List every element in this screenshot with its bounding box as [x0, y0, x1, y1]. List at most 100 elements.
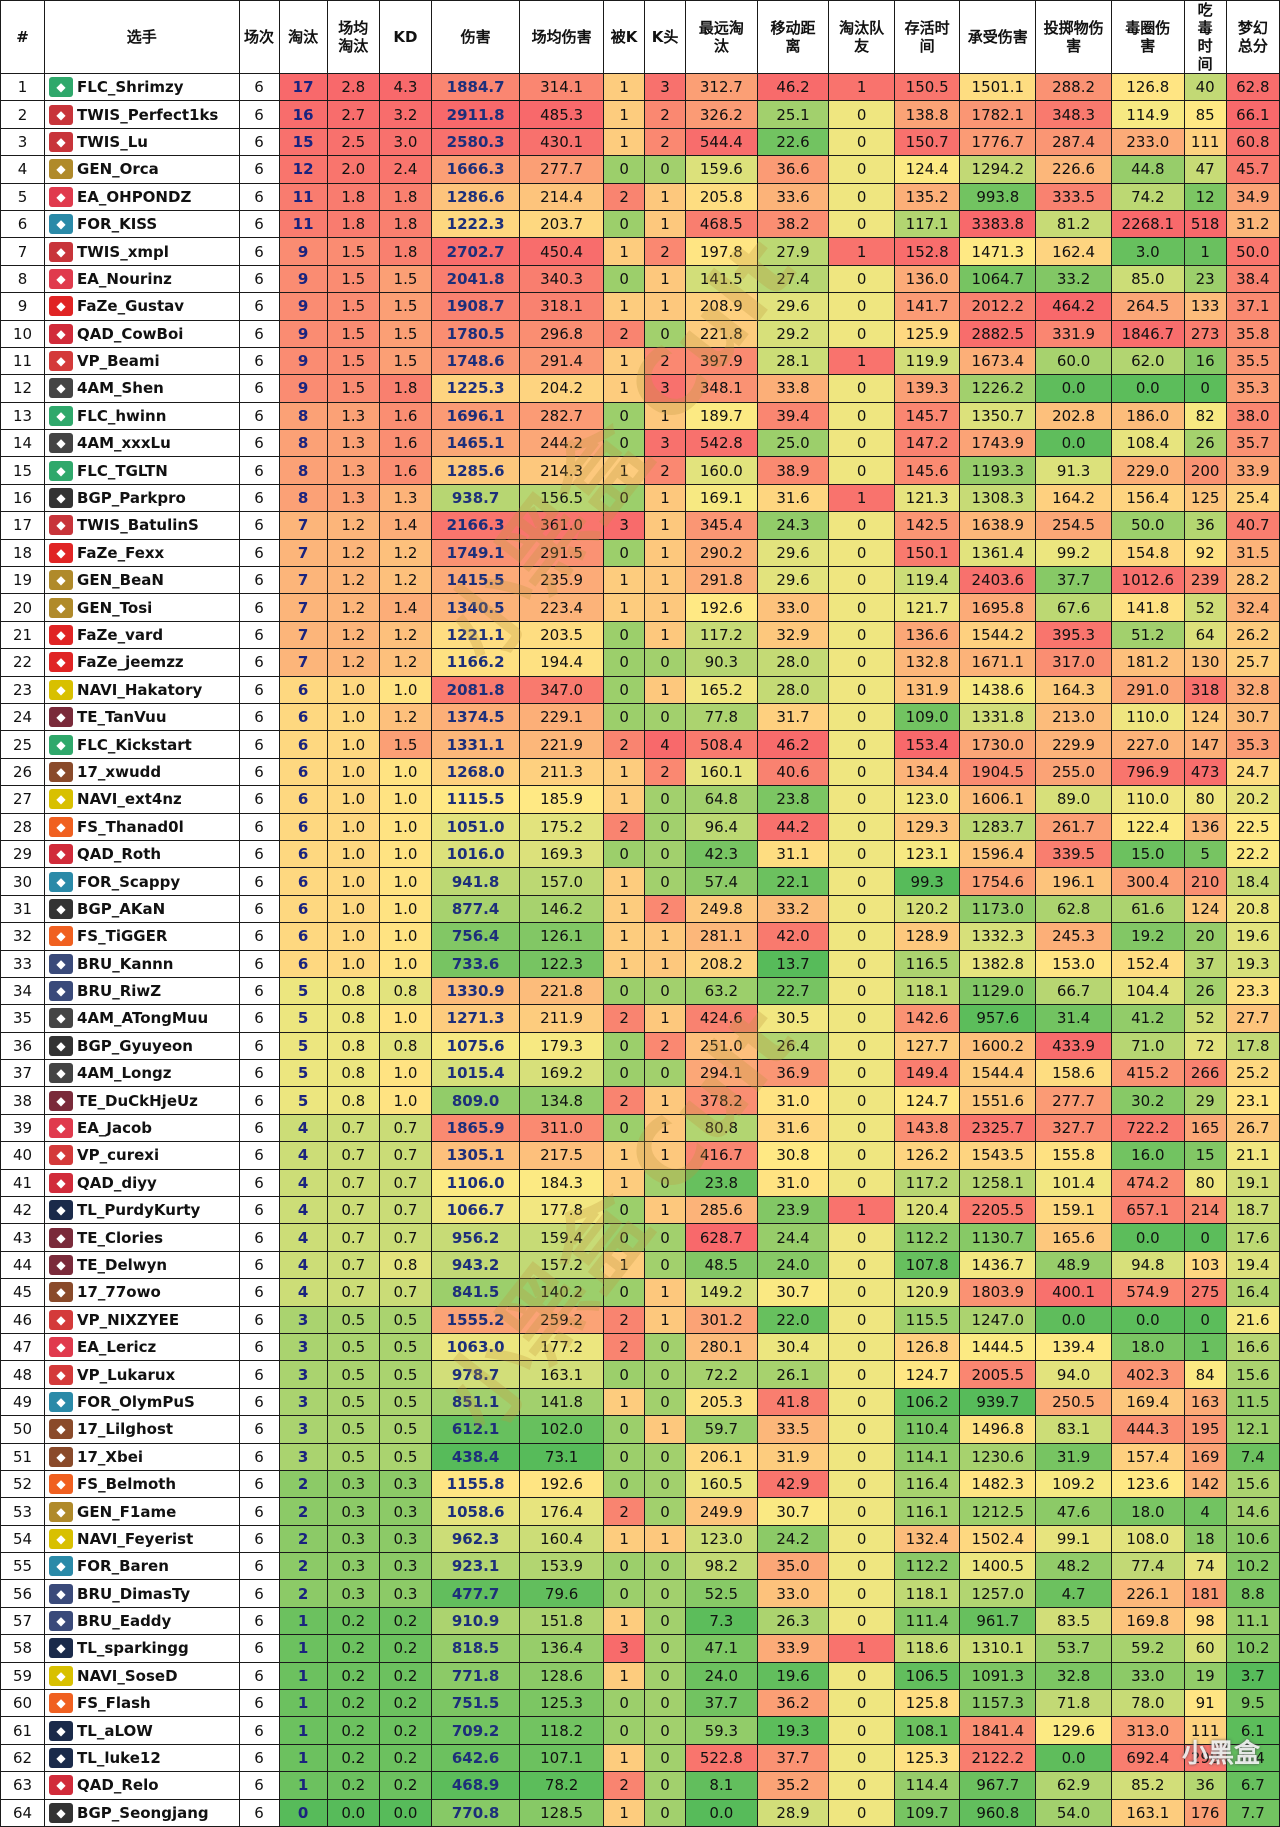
table-row[interactable]: 1 ◆ FLC_Shrimzy 6 17 2.8 4.3 1884.7 314.1 1 3 312.7…	[0, 72, 1280, 102]
column-header[interactable]: 选手	[44, 0, 240, 74]
column-header[interactable]: 淘汰队友	[828, 0, 895, 74]
table-row[interactable]: 61 ◆ TL_aLOW 6 1 0.2 0.2 709.2 118.2 0 0 59.3 19.3 0 1…	[0, 1716, 1280, 1745]
table-row[interactable]: 37 ◆ 4AM_Longz 6 5 0.8 1.0 1015.4 169.2 0 0 294.1 36…	[0, 1059, 1280, 1088]
column-header[interactable]: 存活时间	[893, 0, 961, 74]
table-row[interactable]: 36 ◆ BGP_Gyuyeon 6 5 0.8 0.8 1075.6 179.3 0 2 251.0…	[0, 1031, 1280, 1061]
table-row[interactable]: 49 ◆ FOR_OlymPuS 6 3 0.5 0.5 851.1 141.8 1 0 205.3 4…	[0, 1387, 1280, 1417]
stat-cell-10: 281.1	[685, 922, 758, 951]
table-row[interactable]: 28 ◆ FS_Thanad0l 6 6 1.0 1.0 1051.0 175.2 2 0 96.4 4…	[0, 812, 1280, 841]
team-logo-icon: ◆	[49, 131, 74, 152]
table-row[interactable]: 56 ◆ BRU_DimasTy 6 2 0.3 0.3 477.7 79.6 0 0 52.5 33.…	[0, 1579, 1280, 1608]
table-row[interactable]: 51 ◆ 17_Xbei 6 3 0.5 0.5 438.4 73.1 0 0 206.1 31.9 0 1…	[0, 1442, 1280, 1471]
column-header[interactable]: 被K	[603, 0, 646, 74]
table-row[interactable]: 32 ◆ FS_TiGGER 6 6 1.0 1.0 756.4 126.1 1 1 281.1 42.…	[0, 922, 1280, 951]
stat-cell-16: 154.8	[1110, 538, 1185, 568]
table-row[interactable]: 4 ◆ GEN_Orca 6 12 2.0 2.4 1666.3 277.7 0 0 159.6 36.…	[0, 155, 1280, 184]
table-row[interactable]: 44 ◆ TE_Delwyn 6 4 0.7 0.8 943.2 157.2 1 0 48.5 24.0…	[0, 1250, 1280, 1280]
table-row[interactable]: 20 ◆ GEN_Tosi 6 7 1.2 1.4 1340.5 223.4 1 1 192.6 33.…	[0, 593, 1280, 622]
table-row[interactable]: 19 ◆ GEN_BeaN 6 7 1.2 1.2 1415.5 235.9 1 1 291.8 29.…	[0, 566, 1280, 595]
stat-cell-9: 0	[644, 1497, 687, 1526]
stat-cell-17: 103	[1183, 1250, 1227, 1280]
table-row[interactable]: 40 ◆ VP_curexi 6 4 0.7 0.7 1305.1 217.5 1 1 416.7 30…	[0, 1141, 1280, 1170]
table-row[interactable]: 48 ◆ VP_Lukarux 6 3 0.5 0.5 978.7 163.1 0 0 72.2 26.…	[0, 1360, 1280, 1389]
table-row[interactable]: 11 ◆ VP_Beami 6 9 1.5 1.5 1748.6 291.4 1 2 397.9 28.…	[0, 346, 1280, 376]
table-row[interactable]: 41 ◆ QAD_diyy 6 4 0.7 0.7 1106.0 184.3 1 0 23.8 31.0…	[0, 1168, 1280, 1198]
stat-cell-15: 317.0	[1035, 648, 1112, 677]
stat-cell-8: 0	[603, 1579, 646, 1608]
table-row[interactable]: 58 ◆ TL_sparkingg 6 1 0.2 0.2 818.5 136.4 3 0 47.1 3…	[0, 1634, 1280, 1663]
table-row[interactable]: 57 ◆ BRU_Eaddy 6 1 0.2 0.2 910.9 151.8 1 0 7.3 26.3 0…	[0, 1606, 1280, 1636]
table-row[interactable]: 8 ◆ EA_Nourinz 6 9 1.5 1.5 2041.8 340.3 0 1 141.5 27…	[0, 264, 1280, 294]
table-row[interactable]: 16 ◆ BGP_Parkpro 6 8 1.3 1.3 938.7 156.5 0 1 169.1 3…	[0, 483, 1280, 513]
stat-cell-18: 37.1	[1225, 292, 1280, 321]
column-header[interactable]: 投掷物伤害	[1035, 0, 1112, 74]
column-header[interactable]: 梦幻总分	[1225, 0, 1280, 74]
table-row[interactable]: 29 ◆ QAD_Roth 6 6 1.0 1.0 1016.0 169.3 0 0 42.3 31.1…	[0, 839, 1280, 869]
table-row[interactable]: 52 ◆ FS_Belmoth 6 2 0.3 0.3 1155.8 192.6 0 0 160.5 4…	[0, 1469, 1280, 1499]
table-row[interactable]: 15 ◆ FLC_TGLTN 6 8 1.3 1.6 1285.6 214.3 1 2 160.0 38…	[0, 456, 1280, 485]
column-header[interactable]: 淘汰	[278, 0, 328, 74]
column-header[interactable]: 场均淘汰	[326, 0, 380, 74]
column-header[interactable]: K头	[644, 0, 687, 74]
table-row[interactable]: 7 ◆ TWIS_xmpl 6 9 1.5 1.8 2702.7 450.4 1 2 197.8 27.…	[0, 237, 1280, 266]
table-row[interactable]: 34 ◆ BRU_RiwZ 6 5 0.8 0.8 1330.9 221.8 0 0 63.2 22.7…	[0, 976, 1280, 1006]
table-row[interactable]: 54 ◆ NAVI_Feyerist 6 2 0.3 0.3 962.3 160.4 1 1 123.…	[0, 1524, 1280, 1554]
table-row[interactable]: 46 ◆ VP_NIXZYEE 6 3 0.5 0.5 1555.2 259.2 2 1 301.2 2…	[0, 1305, 1280, 1334]
stat-cell-17: 214	[1183, 1196, 1227, 1225]
table-row[interactable]: 62 ◆ TL_luke12 6 1 0.2 0.2 642.6 107.1 1 0 522.8 37.…	[0, 1743, 1280, 1773]
team-logo-icon: ◆	[49, 405, 74, 426]
table-row[interactable]: 14 ◆ 4AM_xxxLu 6 8 1.3 1.6 1465.1 244.2 0 3 542.8 25…	[0, 429, 1280, 458]
column-header[interactable]: KD	[378, 0, 433, 74]
table-row[interactable]: 42 ◆ TL_PurdyKurty 6 4 0.7 0.7 1066.7 177.8 0 1 285…	[0, 1196, 1280, 1225]
column-header[interactable]: 承受伤害	[959, 0, 1037, 74]
column-header[interactable]: 毒圈伤害	[1110, 0, 1185, 74]
table-row[interactable]: 50 ◆ 17_Lilghost 6 3 0.5 0.5 612.1 102.0 0 1 59.7 33…	[0, 1415, 1280, 1444]
table-row[interactable]: 9 ◆ FaZe_Gustav 6 9 1.5 1.5 1908.7 318.1 1 1 208.9 2…	[0, 292, 1280, 321]
table-row[interactable]: 26 ◆ 17_xwudd 6 6 1.0 1.0 1268.0 211.3 1 2 160.1 40.…	[0, 757, 1280, 787]
column-header[interactable]: 移动距离	[756, 0, 830, 74]
table-row[interactable]: 33 ◆ BRU_Kannn 6 6 1.0 1.0 733.6 122.3 1 1 208.2 13.…	[0, 949, 1280, 978]
table-row[interactable]: 35 ◆ 4AM_ATongMuu 6 5 0.8 1.0 1271.3 211.9 2 1 424.…	[0, 1004, 1280, 1033]
column-header[interactable]: 最远淘汰	[685, 0, 758, 74]
table-row[interactable]: 6 ◆ FOR_KISS 6 11 1.8 1.8 1222.3 203.7 0 1 468.5 38.…	[0, 209, 1280, 239]
stat-cell-5: 0.3	[378, 1469, 433, 1499]
table-row[interactable]: 21 ◆ FaZe_vard 6 7 1.2 1.2 1221.1 203.5 0 1 117.2 32…	[0, 620, 1280, 650]
table-row[interactable]: 18 ◆ FaZe_Fexx 6 7 1.2 1.2 1749.1 291.5 0 1 290.2 29…	[0, 538, 1280, 568]
column-header[interactable]: #	[0, 0, 46, 74]
table-row[interactable]: 38 ◆ TE_DuCkHjeUz 6 5 0.8 1.0 809.0 134.8 2 1 378.2…	[0, 1086, 1280, 1115]
table-row[interactable]: 13 ◆ FLC_hwinn 6 8 1.3 1.6 1696.1 282.7 0 1 189.7 39…	[0, 401, 1280, 431]
table-row[interactable]: 12 ◆ 4AM_Shen 6 9 1.5 1.8 1225.3 204.2 1 3 348.1 33.…	[0, 374, 1280, 403]
table-row[interactable]: 25 ◆ FLC_Kickstart 6 6 1.0 1.5 1331.1 221.9 2 4 508…	[0, 730, 1280, 759]
stat-cell-16: 41.2	[1110, 1004, 1185, 1033]
table-row[interactable]: 22 ◆ FaZe_jeemzz 6 7 1.2 1.2 1166.2 194.4 0 0 90.3 2…	[0, 648, 1280, 677]
table-row[interactable]: 59 ◆ NAVI_SoseD 6 1 0.2 0.2 771.8 128.6 1 0 24.0 19.…	[0, 1661, 1280, 1691]
table-row[interactable]: 60 ◆ FS_Flash 6 1 0.2 0.2 751.5 125.3 0 0 37.7 36.2 0…	[0, 1689, 1280, 1718]
column-header[interactable]: 伤害	[431, 0, 521, 74]
table-row[interactable]: 24 ◆ TE_TanVuu 6 6 1.0 1.2 1374.5 229.1 0 0 77.8 31.…	[0, 702, 1280, 732]
table-row[interactable]: 2 ◆ TWIS_Perfect1ks 6 16 2.7 3.2 2911.8 485.3 1 2 3…	[0, 100, 1280, 129]
table-row[interactable]: 17 ◆ TWIS_BatulinS 6 7 1.2 1.4 2166.3 361.0 3 1 345…	[0, 511, 1280, 540]
stat-cell-7: 156.5	[519, 483, 605, 513]
table-row[interactable]: 43 ◆ TE_Clories 6 4 0.7 0.7 956.2 159.4 0 0 628.7 24…	[0, 1223, 1280, 1252]
table-row[interactable]: 10 ◆ QAD_CowBoi 6 9 1.5 1.5 1780.5 296.8 2 0 221.8 2…	[0, 319, 1280, 348]
table-row[interactable]: 23 ◆ NAVI_Hakatory 6 6 1.0 1.0 2081.8 347.0 0 1 165…	[0, 675, 1280, 704]
table-row[interactable]: 53 ◆ GEN_F1ame 6 2 0.3 0.3 1058.6 176.4 2 0 249.9 30…	[0, 1497, 1280, 1526]
table-row[interactable]: 64 ◆ BGP_Seongjang 6 0 0.0 0.0 770.8 128.5 1 0 0.0 2…	[0, 1798, 1280, 1827]
stat-cell-15: 109.2	[1035, 1469, 1112, 1499]
table-row[interactable]: 31 ◆ BGP_AKaN 6 6 1.0 1.0 877.4 146.2 1 2 249.8 33.2…	[0, 894, 1280, 924]
table-row[interactable]: 5 ◆ EA_OHPONDZ 6 11 1.8 1.8 1286.6 214.4 2 1 205.8 3…	[0, 182, 1280, 211]
table-row[interactable]: 39 ◆ EA_Jacob 6 4 0.7 0.7 1865.9 311.0 0 1 80.8 31.6…	[0, 1113, 1280, 1143]
column-header[interactable]: 场次	[238, 0, 280, 74]
stat-cell-12: 0	[828, 675, 895, 704]
team-logo-icon: ◆	[49, 761, 74, 782]
column-header[interactable]: 场均伤害	[519, 0, 605, 74]
stat-cell-5: 1.0	[378, 1059, 433, 1088]
table-row[interactable]: 55 ◆ FOR_Baren 6 2 0.3 0.3 923.1 153.9 0 0 98.2 35.0…	[0, 1552, 1280, 1581]
table-row[interactable]: 45 ◆ 17_77owo 6 4 0.7 0.7 841.5 140.2 0 1 149.2 30.7…	[0, 1278, 1280, 1307]
table-row[interactable]: 63 ◆ QAD_Relo 6 1 0.2 0.2 468.9 78.2 2 0 8.1 35.2 0 11…	[0, 1771, 1280, 1800]
table-row[interactable]: 47 ◆ EA_Lericz 6 3 0.5 0.5 1063.0 177.2 2 0 280.1 30…	[0, 1332, 1280, 1362]
column-header[interactable]: 吃毒时间	[1183, 0, 1227, 74]
table-row[interactable]: 27 ◆ NAVI_ext4nz 6 6 1.0 1.0 1115.5 185.9 1 0 64.8 2…	[0, 785, 1280, 814]
table-row[interactable]: 30 ◆ FOR_Scappy 6 6 1.0 1.0 941.8 157.0 1 0 57.4 22.…	[0, 867, 1280, 896]
table-row[interactable]: 3 ◆ TWIS_Lu 6 15 2.5 3.0 2580.3 430.1 1 2 544.4 22.6…	[0, 127, 1280, 157]
